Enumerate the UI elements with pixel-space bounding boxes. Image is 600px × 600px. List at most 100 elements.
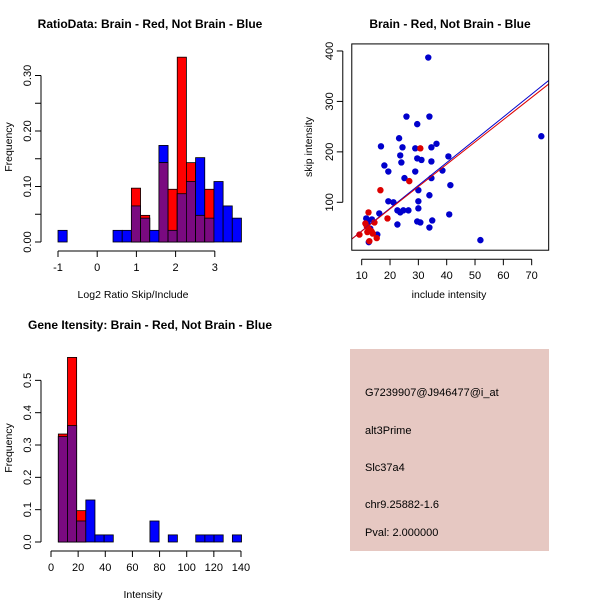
not-brain-point	[447, 181, 454, 189]
ratio-histogram-bar-not-brain	[149, 229, 160, 243]
intensity-scatter-y-tick-label: 300	[324, 92, 336, 110]
brain-fit-line	[351, 83, 549, 240]
intensity-scatter-x-tick-label: 10	[356, 270, 368, 282]
gene-intensity-histogram-x-tick-label: 0	[48, 562, 54, 574]
ratio-histogram-title: RatioData: Brain - Red, Not Brain - Blue	[38, 17, 263, 31]
gene-intensity-histogram-y-tick-label: 0.3	[22, 437, 34, 452]
not-brain-point	[417, 219, 424, 226]
ratio-histogram-ylabel: Frequency	[3, 121, 15, 171]
not-brain-point	[425, 54, 432, 61]
ratio-histogram-bar-not-brain	[213, 181, 224, 243]
not-brain-point	[403, 113, 410, 120]
ratio-histogram-bar-overlap	[130, 205, 141, 243]
ratio-histogram-bar-not-brain	[57, 229, 68, 243]
ratio-histogram-y-tick-label: 0.20	[22, 120, 34, 141]
not-brain-point	[428, 144, 435, 151]
not-brain-point	[538, 133, 545, 140]
genomic-location: chr9.25882-1.6	[365, 499, 439, 511]
not-brain-point	[445, 153, 452, 160]
not-brain-point	[429, 217, 436, 224]
not-brain-point	[426, 192, 433, 199]
gene-intensity-histogram-bar-not-brain	[204, 534, 215, 543]
intensity-scatter-x-tick-label: 30	[412, 270, 424, 282]
gene-intensity-histogram-x-tick-label: 80	[153, 562, 165, 574]
not-brain-point	[377, 143, 385, 150]
gene-intensity-histogram-y-tick-label: 0.0	[22, 534, 34, 549]
not-brain-point	[415, 186, 422, 194]
brain-point	[377, 186, 384, 194]
not-brain-point	[397, 152, 404, 159]
not-brain-point	[412, 168, 419, 175]
brain-point	[417, 145, 424, 152]
ratio-histogram-bar-overlap	[158, 162, 169, 243]
gene-intensity-histogram-bar-not-brain	[167, 534, 178, 543]
gene-name: Slc37a4	[365, 462, 405, 474]
gene-intensity-histogram-bar-overlap	[57, 436, 68, 543]
ratio-histogram-bar-not-brain	[231, 217, 242, 243]
brain-point	[369, 230, 376, 237]
gene-intensity-histogram-bar-not-brain	[213, 534, 224, 543]
ratio-histogram-x-tick-label: 3	[212, 262, 218, 274]
not-brain-point	[398, 159, 405, 166]
intensity-scatter-y-tick-label: 400	[324, 42, 336, 60]
not-brain-point	[405, 207, 412, 214]
not-brain-point	[433, 140, 440, 147]
brain-point	[373, 234, 380, 242]
ratio-histogram-y-tick-label: 0.00	[22, 231, 34, 252]
ratio-histogram-bar-not-brain	[121, 229, 132, 243]
gene-intensity-histogram-x-tick-label: 120	[205, 562, 223, 574]
gene-intensity-histogram-bar-not-brain	[195, 534, 206, 543]
gene-intensity-histogram-bar-not-brain	[94, 534, 105, 543]
not-brain-point	[477, 236, 484, 244]
ratio-histogram-bar-overlap	[167, 229, 178, 243]
ratio-histogram-x-tick-label: 2	[173, 262, 179, 274]
gene-intensity-histogram-y-tick-label: 0.5	[22, 373, 34, 388]
intensity-scatter-x-tick-label: 50	[469, 270, 481, 282]
not-brain-point	[385, 198, 392, 205]
gene-intensity-histogram-xlabel: Intensity	[123, 589, 163, 600]
info-panel: G7239907@J946477@i_at alt3Prime Slc37a4 …	[350, 349, 549, 551]
brain-point	[371, 219, 378, 226]
intensity-scatter-ylabel: skip intensity	[303, 116, 315, 177]
not-brain-point	[414, 120, 421, 128]
intensity-scatter-x-tick-label: 70	[526, 270, 538, 282]
ratio-histogram-y-tick-label: 0.10	[22, 176, 34, 197]
brain-point	[365, 209, 372, 216]
not-brain-point	[412, 145, 419, 152]
ratio-histogram: RatioData: Brain - Red, Not Brain - Blue…	[3, 17, 263, 301]
intensity-scatter-y-tick-label: 200	[324, 143, 336, 161]
intensity-scatter-title: Brain - Red, Not Brain - Blue	[369, 17, 531, 31]
brain-point	[356, 231, 363, 238]
ratio-histogram-bar-overlap	[140, 217, 151, 243]
brain-point	[366, 237, 373, 245]
not-brain-point	[426, 224, 433, 231]
not-brain-point	[426, 113, 433, 120]
not-brain-point	[381, 162, 388, 169]
not-brain-point	[385, 168, 392, 175]
intensity-scatter-x-tick-label: 40	[441, 270, 453, 282]
not-brain-point	[446, 211, 453, 218]
intensity-scatter-x-tick-label: 60	[497, 270, 509, 282]
event-type: alt3Prime	[365, 425, 411, 437]
gene-intensity-histogram-x-tick-label: 20	[72, 562, 84, 574]
gene-intensity-histogram: Gene Itensity: Brain - Red, Not Brain - …	[3, 318, 272, 600]
not-brain-point	[415, 205, 422, 212]
gene-intensity-histogram-y-tick-label: 0.1	[22, 502, 34, 517]
gene-intensity-histogram-y-tick-label: 0.4	[22, 405, 34, 420]
gene-intensity-histogram-x-tick-label: 60	[126, 562, 138, 574]
ratio-histogram-bar-not-brain	[112, 229, 123, 243]
ratio-histogram-bar-overlap	[195, 214, 206, 243]
not-brain-point	[395, 135, 403, 142]
ratio-histogram-bar-overlap	[204, 217, 215, 243]
not-brain-point	[399, 144, 406, 151]
gene-intensity-histogram-ylabel: Frequency	[3, 422, 15, 472]
gene-intensity-histogram-x-tick-label: 140	[232, 562, 250, 574]
ratio-histogram-bar-overlap	[176, 193, 187, 243]
intensity-scatter-xlabel: include intensity	[412, 289, 487, 301]
not-brain-point	[428, 158, 435, 165]
not-brain-point	[418, 156, 425, 164]
not-brain-point	[415, 198, 422, 205]
p-value: Pval: 2.000000	[365, 527, 438, 539]
not-brain-point	[401, 174, 408, 182]
